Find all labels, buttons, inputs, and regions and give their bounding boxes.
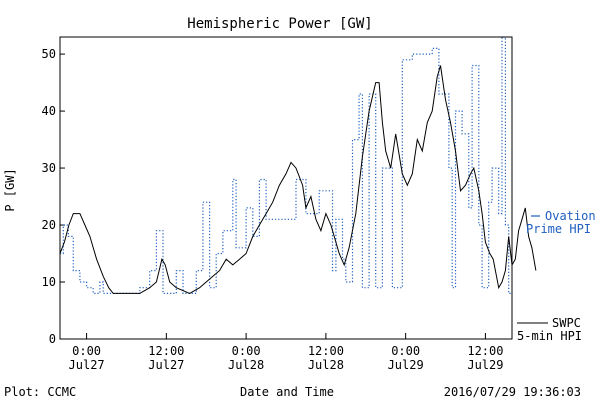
x-tick-label-date: Jul27 (69, 358, 105, 372)
x-tick-label-time: 0:00 (72, 344, 101, 358)
series-layer (59, 36, 537, 294)
chart-title: Hemispheric Power [GW] (187, 16, 372, 32)
y-tick-label: 50 (42, 47, 56, 61)
y-axis-label: P [GW] (3, 168, 17, 211)
x-tick-label-time: 12:00 (467, 344, 503, 358)
y-tick-label: 30 (42, 161, 56, 175)
series-line-swpc-hpi (59, 65, 537, 294)
y-axis-ticks: 0 10 20 30 40 50 (42, 47, 65, 346)
x-axis-ticks: 0:00Jul2712:00Jul270:00Jul2812:00Jul280:… (69, 333, 503, 372)
series-line-ovation-prime-hpi (60, 36, 512, 294)
plot-frame (59, 36, 513, 340)
x-tick-label-time: 12:00 (308, 344, 344, 358)
legend-swpc-line1: SWPC (552, 316, 581, 330)
x-tick-label-time: 0:00 (391, 344, 420, 358)
x-tick-label-date: Jul28 (308, 358, 344, 372)
legend-ovation-line1: Ovation (545, 209, 596, 223)
x-tick-label-time: 0:00 (232, 344, 261, 358)
x-tick-label-date: Jul28 (228, 358, 264, 372)
x-tick-label-date: Jul27 (148, 358, 184, 372)
x-tick-label-time: 12:00 (148, 344, 184, 358)
y-tick-label: 20 (42, 218, 56, 232)
legend-swpc-line2: 5-min HPI (517, 329, 582, 343)
x-tick-label-date: Jul29 (467, 358, 503, 372)
y-tick-label: 0 (49, 332, 56, 346)
legend-ovation-line2: Prime HPI (526, 222, 591, 236)
y-tick-label: 40 (42, 104, 56, 118)
legend: Ovation Prime HPI SWPC 5-min HPI (517, 209, 596, 343)
y-tick-label: 10 (42, 275, 56, 289)
x-axis-label: Date and Time (240, 385, 334, 399)
footer-plot-credit: Plot: CCMC (4, 385, 76, 399)
x-tick-label-date: Jul29 (388, 358, 424, 372)
footer-timestamp: 2016/07/29 19:36:03 (444, 385, 581, 399)
